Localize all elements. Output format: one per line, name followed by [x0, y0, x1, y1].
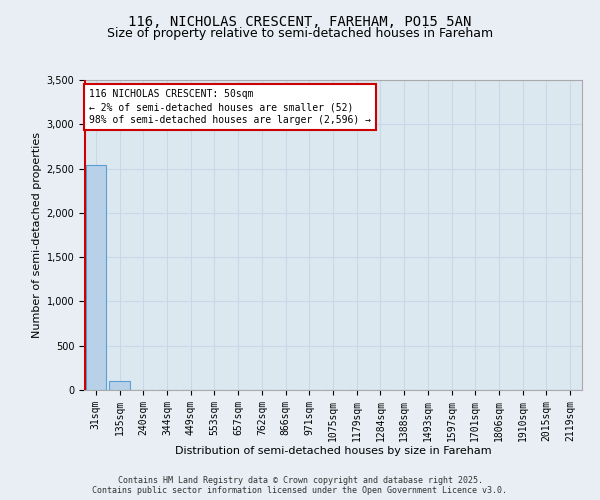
- X-axis label: Distribution of semi-detached houses by size in Fareham: Distribution of semi-detached houses by …: [175, 446, 491, 456]
- Bar: [109, 382, 130, 390]
- Bar: [86, 164, 106, 390]
- Text: 116, NICHOLAS CRESCENT, FAREHAM, PO15 5AN: 116, NICHOLAS CRESCENT, FAREHAM, PO15 5A…: [128, 15, 472, 29]
- Text: Size of property relative to semi-detached houses in Fareham: Size of property relative to semi-detach…: [107, 28, 493, 40]
- Y-axis label: Number of semi-detached properties: Number of semi-detached properties: [32, 132, 42, 338]
- Text: 116 NICHOLAS CRESCENT: 50sqm
← 2% of semi-detached houses are smaller (52)
98% o: 116 NICHOLAS CRESCENT: 50sqm ← 2% of sem…: [89, 89, 371, 126]
- Text: Contains HM Land Registry data © Crown copyright and database right 2025.
Contai: Contains HM Land Registry data © Crown c…: [92, 476, 508, 495]
